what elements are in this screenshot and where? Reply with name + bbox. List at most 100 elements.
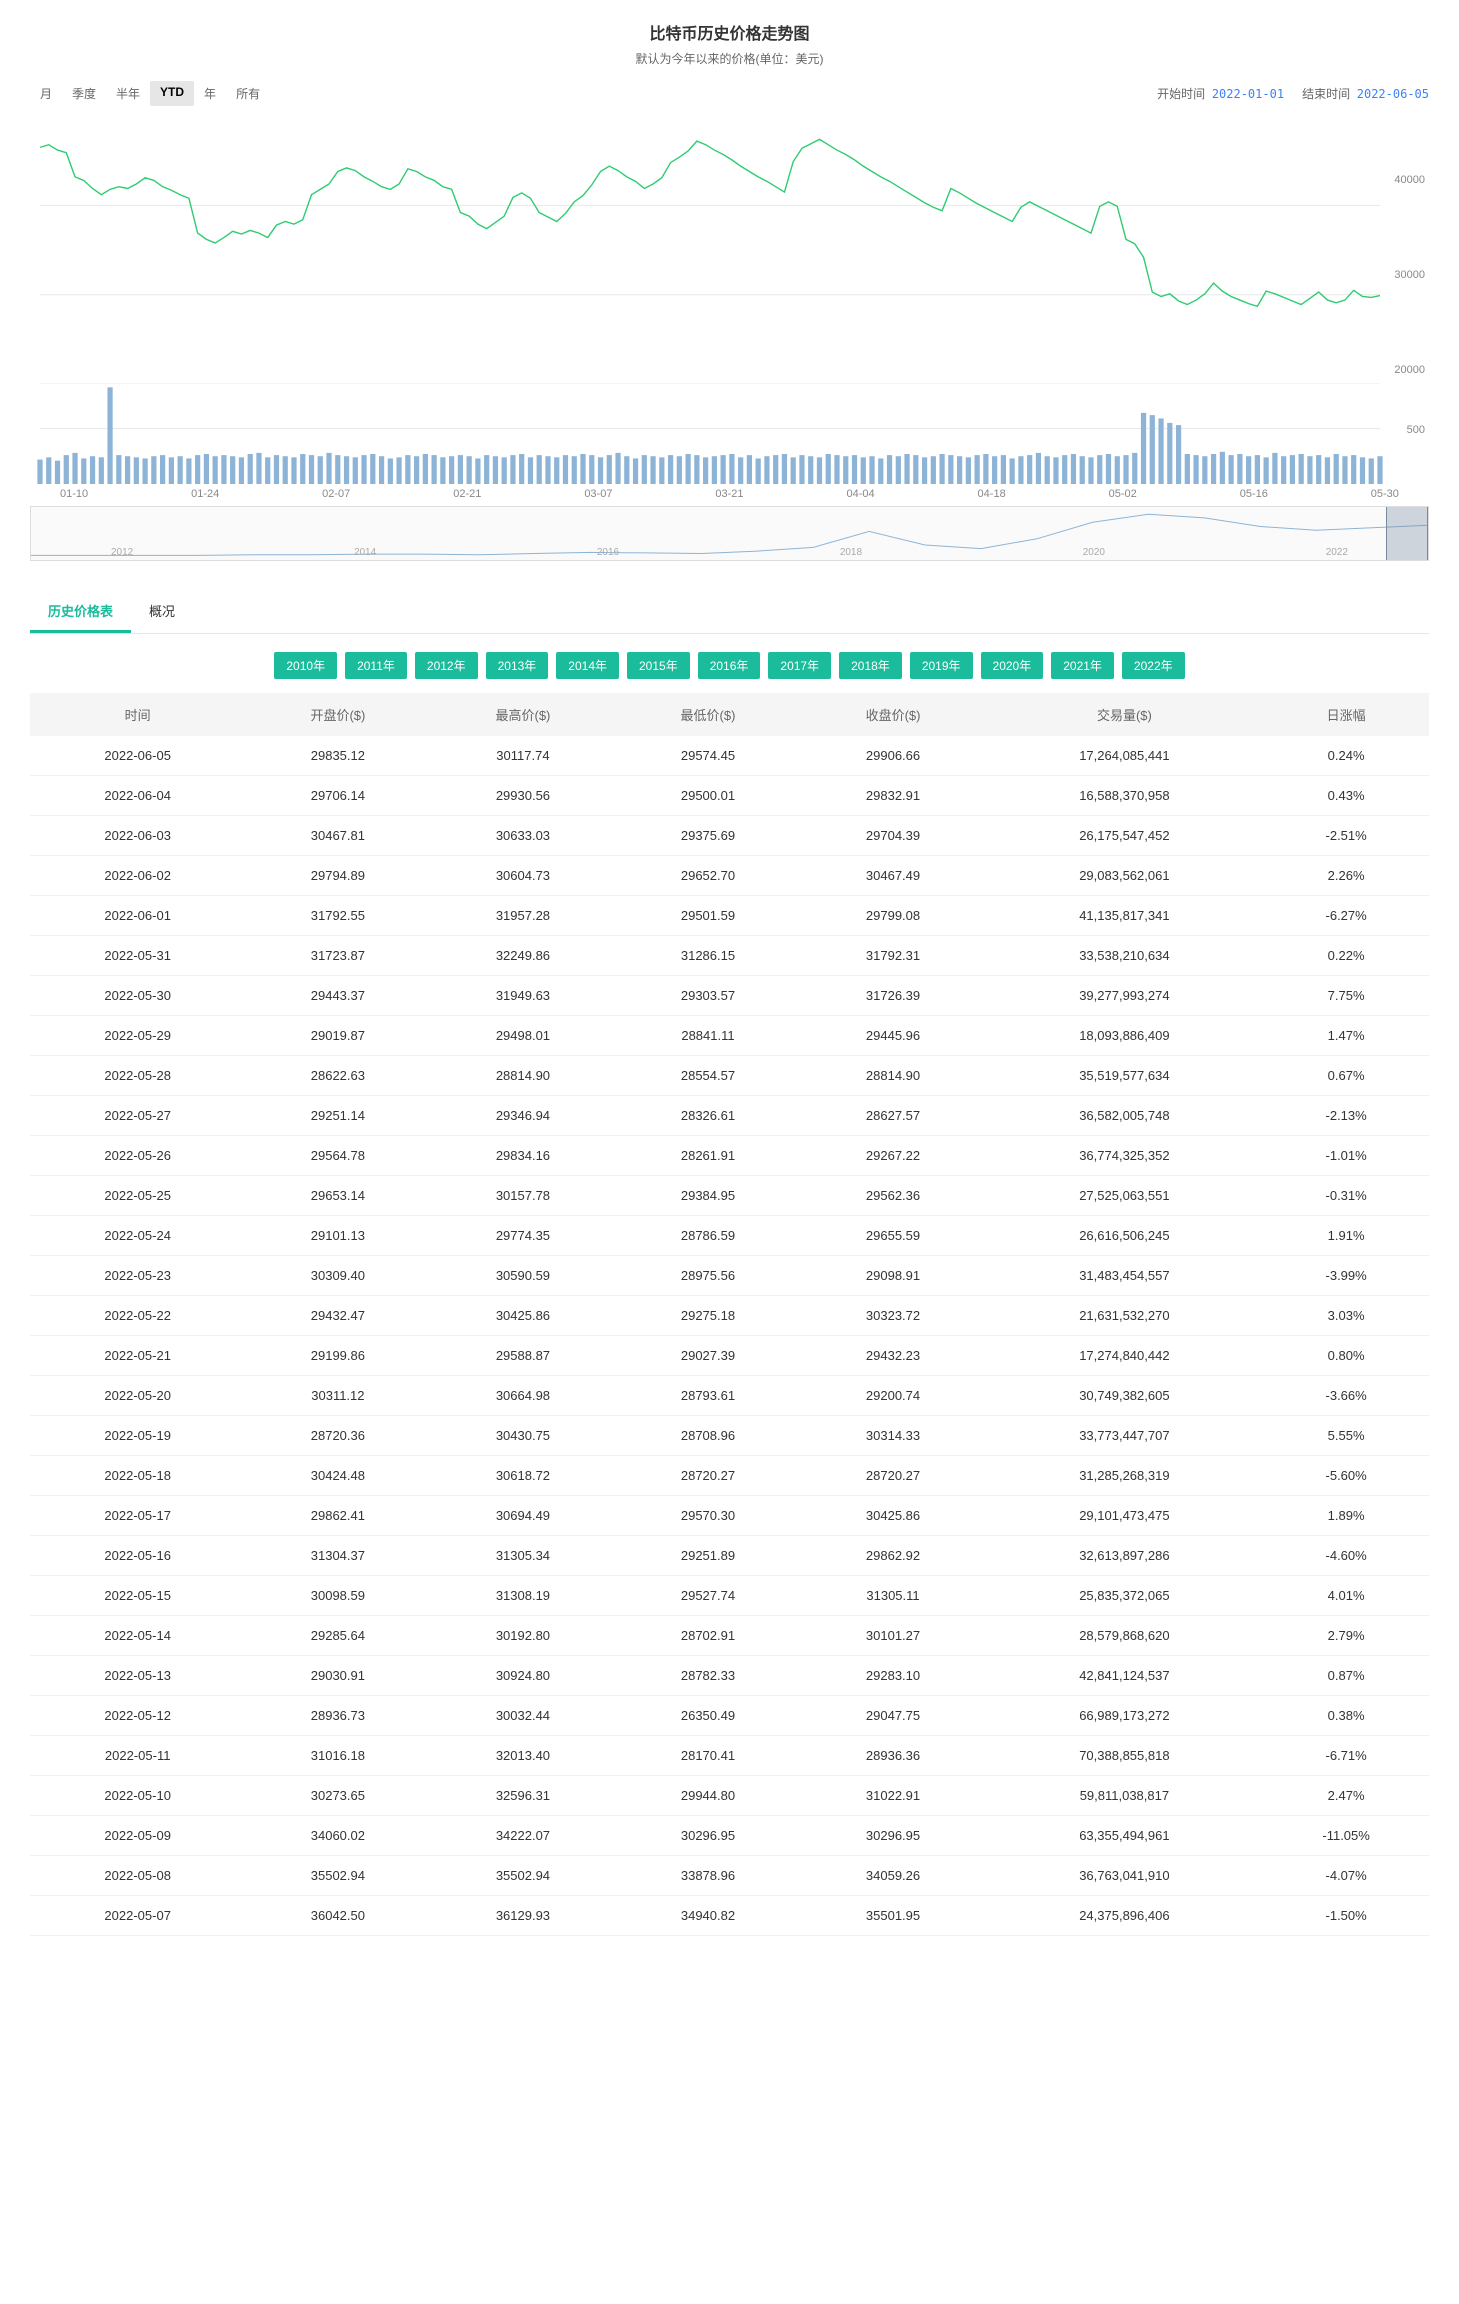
cell: 2022-05-13 [30,1656,245,1696]
range-btn-YTD[interactable]: YTD [150,81,194,106]
year-pill[interactable]: 2013年 [486,652,549,679]
table-row: 2022-06-0529835.1230117.7429574.4529906.… [30,736,1429,776]
cell: -6.71% [1263,1736,1429,1776]
year-pill[interactable]: 2022年 [1122,652,1185,679]
cell: 30425.86 [430,1296,615,1336]
volume-chart[interactable]: 500 [30,384,1429,484]
range-btn-季度[interactable]: 季度 [62,81,106,106]
table-row: 2022-05-2929019.8729498.0128841.1129445.… [30,1016,1429,1056]
cell: 39,277,993,274 [986,976,1264,1016]
year-pill[interactable]: 2014年 [556,652,619,679]
cell: 30032.44 [430,1696,615,1736]
year-pill[interactable]: 2016年 [698,652,761,679]
cell: 30314.33 [801,1416,986,1456]
cell: 31308.19 [430,1576,615,1616]
table-row: 2022-05-3029443.3731949.6329303.5731726.… [30,976,1429,1016]
cell: 31726.39 [801,976,986,1016]
cell: 28975.56 [615,1256,800,1296]
year-pill[interactable]: 2018年 [839,652,902,679]
cell: 2022-05-09 [30,1816,245,1856]
cell: 30664.98 [430,1376,615,1416]
cell: 30311.12 [245,1376,430,1416]
table-row: 2022-05-0934060.0234222.0730296.9530296.… [30,1816,1429,1856]
table-row: 2022-05-2229432.4730425.8629275.1830323.… [30,1296,1429,1336]
year-pill[interactable]: 2015年 [627,652,690,679]
year-pill[interactable]: 2011年 [345,652,407,679]
cell: 2022-05-27 [30,1096,245,1136]
year-pill[interactable]: 2010年 [274,652,337,679]
end-date[interactable]: 2022-06-05 [1357,87,1429,101]
navigator[interactable]: 201220142016201820202022 [30,506,1429,561]
cell: 31792.31 [801,936,986,976]
start-date[interactable]: 2022-01-01 [1212,87,1284,101]
tab-概况[interactable]: 概况 [131,591,193,633]
cell: 30101.27 [801,1616,986,1656]
cell: 28814.90 [801,1056,986,1096]
cell: 35502.94 [430,1856,615,1896]
year-pill[interactable]: 2021年 [1051,652,1114,679]
cell: 1.91% [1263,1216,1429,1256]
col-header: 交易量($) [986,693,1264,736]
cell: 2022-06-02 [30,856,245,896]
cell: 30467.49 [801,856,986,896]
xtick: 01-24 [191,488,219,500]
cell: 30425.86 [801,1496,986,1536]
ylabel-500: 500 [1407,424,1425,436]
cell: 2022-05-26 [30,1136,245,1176]
cell: 29834.16 [430,1136,615,1176]
cell: 30694.49 [430,1496,615,1536]
cell: -3.99% [1263,1256,1429,1296]
table-row: 2022-06-0229794.8930604.7329652.7030467.… [30,856,1429,896]
cell: 2022-05-30 [30,976,245,1016]
range-btn-年[interactable]: 年 [194,81,226,106]
table-row: 2022-05-2030311.1230664.9828793.6129200.… [30,1376,1429,1416]
table-row: 2022-05-1228936.7330032.4426350.4929047.… [30,1696,1429,1736]
cell: -4.60% [1263,1536,1429,1576]
cell: 28622.63 [245,1056,430,1096]
cell: -11.05% [1263,1816,1429,1856]
cell: 29527.74 [615,1576,800,1616]
cell: 29500.01 [615,776,800,816]
xtick: 05-16 [1240,488,1268,500]
year-pill[interactable]: 2017年 [768,652,831,679]
cell: 17,264,085,441 [986,736,1264,776]
cell: -1.01% [1263,1136,1429,1176]
tab-历史价格表[interactable]: 历史价格表 [30,591,131,633]
cell: 29794.89 [245,856,430,896]
nav-year: 2022 [1326,547,1348,558]
cell: 30924.80 [430,1656,615,1696]
range-btn-月[interactable]: 月 [30,81,62,106]
cell: 28720.27 [801,1456,986,1496]
year-pill[interactable]: 2020年 [981,652,1044,679]
cell: 31,483,454,557 [986,1256,1264,1296]
year-pill[interactable]: 2019年 [910,652,973,679]
cell: 29432.47 [245,1296,430,1336]
cell: 28326.61 [615,1096,800,1136]
cell: 28627.57 [801,1096,986,1136]
cell: 35502.94 [245,1856,430,1896]
cell: 27,525,063,551 [986,1176,1264,1216]
range-btn-所有[interactable]: 所有 [226,81,270,106]
cell: 33878.96 [615,1856,800,1896]
cell: 29346.94 [430,1096,615,1136]
price-chart[interactable]: 40000 30000 20000 [30,114,1429,384]
cell: 28708.96 [615,1416,800,1456]
navigator-selection[interactable] [1386,507,1428,560]
xtick: 05-02 [1109,488,1137,500]
cell: 30,749,382,605 [986,1376,1264,1416]
cell: 24,375,896,406 [986,1896,1264,1936]
cell: 30604.73 [430,856,615,896]
table-row: 2022-05-1729862.4130694.4929570.3030425.… [30,1496,1429,1536]
cell: 29564.78 [245,1136,430,1176]
year-pill[interactable]: 2012年 [415,652,478,679]
cell: 28814.90 [430,1056,615,1096]
cell: 2.26% [1263,856,1429,896]
range-btn-半年[interactable]: 半年 [106,81,150,106]
cell: 28936.73 [245,1696,430,1736]
cell: 31305.34 [430,1536,615,1576]
cell: 29432.23 [801,1336,986,1376]
xtick: 05-30 [1371,488,1399,500]
cell: 30467.81 [245,816,430,856]
cell: 2022-06-05 [30,736,245,776]
table-row: 2022-05-2828622.6328814.9028554.5728814.… [30,1056,1429,1096]
